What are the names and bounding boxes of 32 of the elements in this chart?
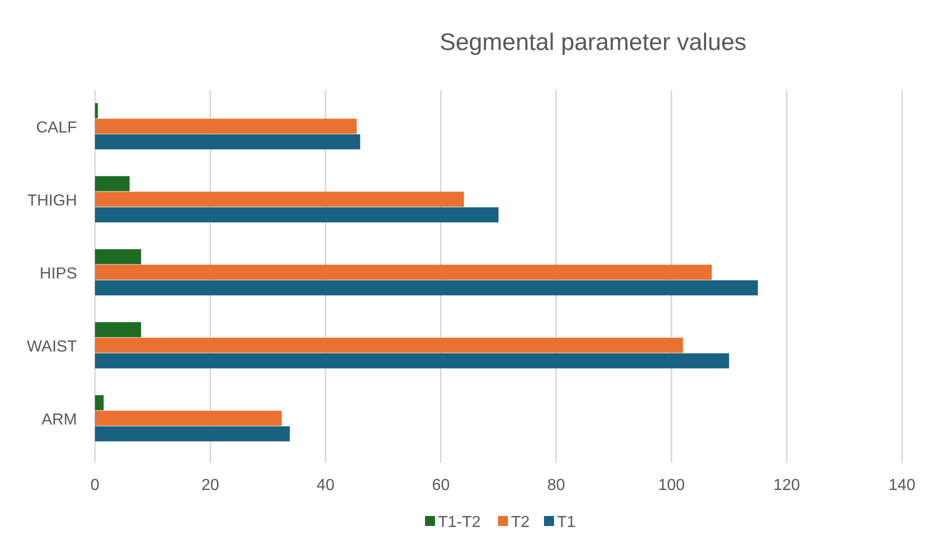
y-tick-label: CALF [36, 120, 78, 136]
legend-label: T1 [557, 514, 576, 531]
bar [95, 118, 357, 134]
x-tick-label: 120 [773, 477, 800, 494]
x-tick-label: 80 [547, 477, 566, 494]
bar [95, 338, 683, 353]
y-tick-label: ARM [41, 412, 77, 428]
bar [95, 134, 360, 150]
x-tick-label: 60 [432, 477, 450, 494]
bar [95, 207, 498, 222]
x-tick-label: 20 [201, 477, 220, 494]
x-tick-label: 40 [316, 477, 335, 494]
legend-label: T2 [511, 514, 530, 531]
y-tick-label: WAIST [26, 338, 78, 356]
x-tick-label: 0 [90, 477, 100, 494]
x-tick-label: 100 [658, 477, 685, 494]
bar [95, 280, 758, 296]
bar [95, 322, 142, 338]
y-tick-label: THIGH [27, 192, 77, 210]
bar [95, 192, 464, 207]
bar [95, 249, 142, 264]
bar [95, 410, 282, 426]
bar [95, 395, 104, 410]
x-tick-label: 140 [888, 477, 916, 494]
chart-title: Segmental parameter values [440, 29, 746, 56]
legend-label: T1-T2 [438, 514, 481, 531]
bar [95, 426, 290, 442]
bar [95, 176, 130, 192]
bar [95, 264, 712, 280]
y-tick-label: HIPS [40, 266, 77, 282]
bar [95, 353, 730, 368]
bar [95, 103, 98, 118]
